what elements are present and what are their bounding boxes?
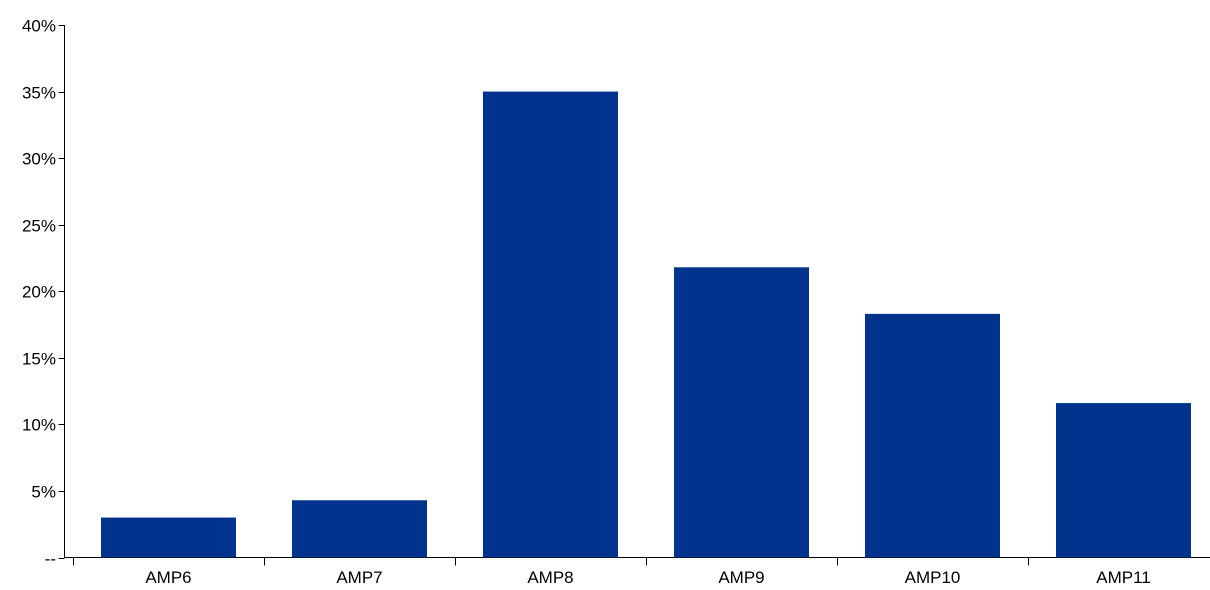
x-tick-label: AMP6 [145,568,191,587]
bar-amp11 [1056,403,1191,558]
y-tick-label: -- [45,550,56,569]
x-tick-label: AMP8 [527,568,573,587]
bars [101,91,1191,558]
x-tick-label: AMP7 [336,568,382,587]
bar-amp6 [101,517,236,558]
x-tick-label: AMP11 [1096,568,1151,587]
y-tick-label: 35% [22,84,56,103]
y-tick-label: 10% [22,416,56,435]
bar-amp10 [865,313,1000,558]
bar-amp9 [674,267,809,558]
y-tick-label: 15% [22,350,56,369]
y-tick-label: 20% [22,283,56,302]
x-tick-label: AMP10 [905,568,961,587]
x-tick-label: AMP9 [718,568,764,587]
y-tick-label: 25% [22,217,56,236]
y-ticks: -- 5% 10% 15% 20% 25% 30% 35% 40% [22,17,65,569]
x-ticks: AMP6 AMP7 AMP8 AMP9 AMP10 AMP11 [73,557,1151,587]
y-tick-label: 40% [22,17,56,36]
bar-amp8 [483,91,618,558]
y-tick-label: 5% [31,483,56,502]
bar-amp7 [292,500,427,558]
y-tick-label: 30% [22,150,56,169]
